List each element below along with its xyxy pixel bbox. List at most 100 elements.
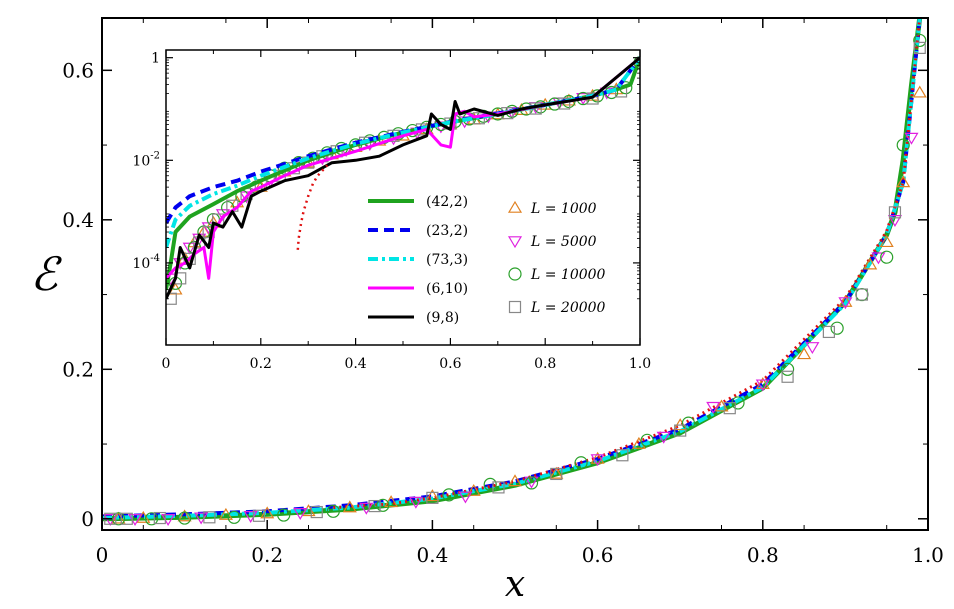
main-marker-point <box>277 508 291 522</box>
main-xtick-label: 0.2 <box>251 543 283 567</box>
main-xlabel: x <box>505 564 525 605</box>
main-marker-point <box>879 235 894 248</box>
main-marker-point <box>153 511 166 525</box>
legend-label: (42,2) <box>426 194 468 210</box>
main-marker-point <box>838 297 853 310</box>
main-marker-point <box>681 416 696 430</box>
main-marker-point <box>706 401 721 414</box>
main-marker-point <box>342 500 357 513</box>
main-marker-point <box>590 451 605 464</box>
inset-ytick-label: 10-2 <box>132 150 160 169</box>
main-ylabel: ℰ <box>30 247 62 301</box>
main-xtick-label: 0.6 <box>582 543 614 567</box>
main-ytick-label: 0 <box>81 507 94 531</box>
legend-label: L = 20000 <box>530 300 606 316</box>
main-marker-point <box>590 454 605 467</box>
inset-ytick-label: 1 <box>151 51 160 67</box>
legend-marker-sample <box>507 236 523 249</box>
main-xtick-label: 0.8 <box>747 543 779 567</box>
legend-label: L = 5000 <box>530 234 597 250</box>
inset-series--9-8- <box>166 56 640 300</box>
main-marker-point <box>656 431 671 444</box>
inset-legend-lines: (42,2) (23,2) (73,3) (6,10) (9,8) <box>368 194 468 326</box>
legend-label: (6,10) <box>426 281 468 297</box>
inset-xtick-label: 0.2 <box>250 356 272 372</box>
main-marker-point <box>863 257 878 270</box>
main-marker-point <box>252 509 266 522</box>
inset-xtick-label: 0.6 <box>439 356 461 372</box>
main-plot-frame <box>101 17 929 531</box>
main-ytick-label: 0.4 <box>62 208 94 232</box>
main-marker-point <box>524 476 539 490</box>
inset-xtick-label: 0.4 <box>344 356 366 372</box>
inset-ytick-label: 10-4 <box>132 253 160 272</box>
main-marker-point <box>887 215 903 227</box>
main-marker-point <box>913 41 926 54</box>
main-marker-point <box>781 370 794 383</box>
main-marker-point <box>507 474 523 487</box>
inset-xtick-label: 0 <box>162 356 171 372</box>
main-marker-point <box>855 288 869 301</box>
main-ytick-label: 0.2 <box>62 357 94 381</box>
main-marker-point <box>640 433 654 447</box>
main-marker-point <box>574 456 588 470</box>
inset-series--6-10- <box>166 56 640 280</box>
inset-xtick-label: 1.0 <box>629 356 651 372</box>
main-marker-point <box>780 362 795 376</box>
main-marker-point <box>550 467 563 481</box>
main-markers-L-20000 <box>104 41 926 525</box>
inset-plot: 0 0.2 0.4 0.6 0.8 1.0 10-4 10-2 1 (42,2) (23,2) (73… <box>132 49 651 372</box>
main-xtick-label: 0.4 <box>416 543 448 567</box>
main-marker-point <box>888 206 902 219</box>
legend-label: L = 1000 <box>530 201 597 217</box>
legend-marker-sample <box>508 300 522 314</box>
main-marker-point <box>912 85 927 98</box>
main-marker-point <box>483 477 497 492</box>
main-ytick-label: 0.6 <box>62 58 94 82</box>
legend-label: L = 10000 <box>530 267 606 283</box>
main-xtick-label: 1.0 <box>912 543 944 567</box>
main-marker-point <box>326 504 340 518</box>
legend-marker-sample <box>508 267 522 281</box>
main-marker-point <box>723 402 736 415</box>
legend-label: (9,8) <box>426 310 459 326</box>
main-marker-point <box>368 499 381 513</box>
main-marker-point <box>896 138 910 152</box>
inset-marker-point <box>166 292 177 305</box>
main-marker-point <box>408 496 423 509</box>
main-marker-point <box>492 481 505 494</box>
main-marker-point <box>838 294 853 307</box>
legend-label: (73,3) <box>426 252 468 268</box>
main-marker-point <box>177 509 192 522</box>
main-marker-point <box>904 132 919 145</box>
main-series--23-2- <box>101 17 922 519</box>
main-marker-point <box>178 511 192 525</box>
main-marker-point <box>913 33 927 48</box>
main-series-red-dotted <box>333 17 922 510</box>
legend-marker-sample <box>507 200 523 213</box>
main-marker-point <box>755 377 770 390</box>
main-marker-point <box>871 252 886 265</box>
main-marker-point <box>805 342 820 355</box>
main-marker-point <box>880 250 894 264</box>
main-marker-point <box>797 347 812 360</box>
main-marker-point <box>549 466 564 479</box>
main-marker-point <box>674 424 687 437</box>
main-marker-point <box>466 483 481 496</box>
main-marker-point <box>425 489 440 502</box>
main-marker-point <box>822 325 835 339</box>
main-marker-point <box>426 491 439 504</box>
main-marker-point <box>376 498 390 512</box>
main-marker-point <box>616 449 629 462</box>
inset-xtick-label: 0.8 <box>534 356 556 372</box>
main-marker-point <box>227 510 241 524</box>
legend-label: (23,2) <box>426 223 468 239</box>
main-marker-point <box>896 175 911 188</box>
main-marker-point <box>442 488 456 502</box>
main-marker-point <box>830 321 844 335</box>
main-xtick-label: 0 <box>96 543 109 567</box>
inset-data <box>166 56 640 305</box>
main-marker-point <box>310 505 323 519</box>
main-marker-point <box>203 511 216 524</box>
